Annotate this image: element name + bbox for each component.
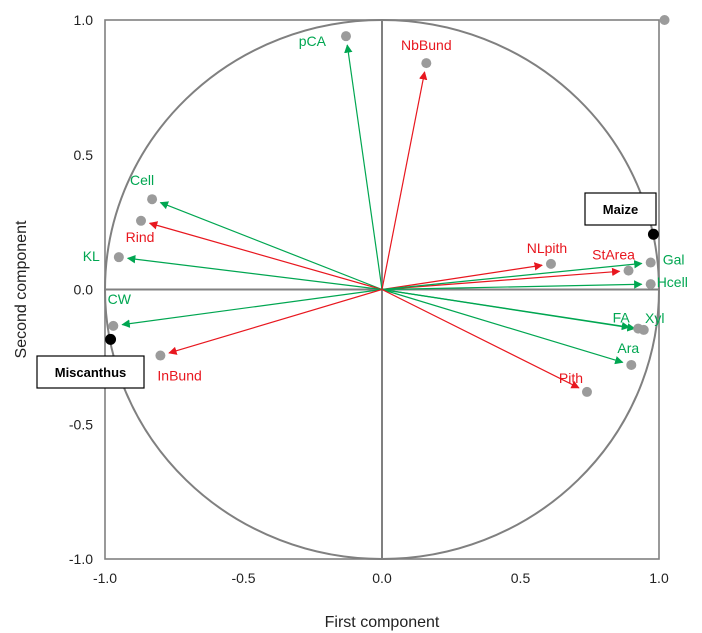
loading-arrow-nlpith: [381, 262, 543, 291]
x-tick-label: 0.5: [511, 570, 531, 586]
loading-point-hcell: [645, 279, 656, 290]
variable-label-pca: pCA: [299, 33, 327, 49]
y-tick-label: -1.0: [69, 551, 93, 567]
loading-point-kl: [113, 252, 124, 263]
loading-point-gal: [645, 257, 656, 268]
loading-arrow-pca: [344, 44, 383, 290]
loading-point-inbund: [155, 350, 166, 361]
x-tick-label: -0.5: [231, 570, 255, 586]
y-tick-label: 1.0: [74, 12, 94, 28]
loading-arrow-cw: [121, 288, 383, 328]
y-tick-label: 0.0: [74, 282, 94, 298]
loading-arrow-kl: [126, 255, 383, 291]
sample-markers: Maize Miscanthus: [36, 192, 659, 389]
x-tick-label: 0.0: [372, 570, 392, 586]
loading-point-pith: [581, 386, 592, 397]
extra-point: [659, 15, 670, 25]
sample-label-box-maize: [584, 192, 657, 226]
loading-arrow-xyl: [381, 288, 636, 332]
loading-point-starea: [623, 265, 634, 276]
variable-labels: pCA NbBund Cell Rind KL CW InBund NLpith StArea G…: [83, 33, 688, 386]
sample-point-maize: [647, 228, 659, 240]
variable-label-ara: Ara: [617, 340, 639, 356]
loading-point-rind: [136, 215, 147, 226]
loading-point-pca: [340, 31, 351, 42]
x-tick-label: 1.0: [649, 570, 669, 586]
variable-label-hcell: Hcell: [657, 274, 688, 290]
y-axis-title: Second component: [13, 220, 30, 358]
loading-point-nlpith: [545, 258, 556, 269]
loading-point-ara: [626, 359, 637, 370]
loading-arrow-nbbund: [381, 71, 428, 290]
loading-arrow-cell: [159, 201, 383, 291]
variable-label-nbbund: NbBund: [401, 37, 452, 53]
y-tick-label: 0.5: [74, 147, 94, 163]
loading-arrow-inbund: [168, 288, 383, 355]
variable-label-nlpith: NLpith: [527, 240, 567, 256]
x-tick-label: -1.0: [93, 570, 117, 586]
sample-label-maize: Maize: [603, 202, 638, 217]
variable-label-cw: CW: [108, 291, 132, 307]
sample-point-miscanthus: [105, 333, 117, 345]
loading-arrow-starea: [381, 267, 621, 291]
loading-point-xyl: [638, 324, 649, 335]
loading-points: [108, 15, 670, 397]
variable-label-pith: Pith: [559, 370, 583, 386]
loading-arrow-ara: [381, 288, 624, 365]
loading-arrow-gal: [381, 260, 643, 291]
x-tick-labels: -1.0 -0.5 0.0 0.5 1.0: [93, 570, 669, 586]
loading-arrow-pith: [381, 288, 580, 389]
variable-label-rind: Rind: [126, 229, 155, 245]
y-tick-labels: -1.0 -0.5 0.0 0.5 1.0: [69, 12, 93, 567]
y-tick-label: -0.5: [69, 416, 93, 432]
variable-label-gal: Gal: [663, 252, 685, 268]
loading-arrow-rind: [148, 221, 383, 291]
sample-label-miscanthus: Miscanthus: [55, 365, 127, 380]
variable-label-fa: FA: [613, 310, 631, 326]
x-axis-title: First component: [325, 614, 440, 631]
loading-arrow-hcell: [381, 280, 643, 291]
variable-label-starea: StArea: [592, 247, 635, 263]
variable-label-cell: Cell: [130, 172, 154, 188]
variable-label-kl: KL: [83, 248, 100, 264]
loading-point-nbbund: [421, 58, 432, 69]
loading-point-cw: [108, 320, 119, 331]
variable-label-inbund: InBund: [157, 368, 201, 384]
variable-label-xyl: Xyl: [645, 310, 664, 326]
loading-point-cell: [147, 194, 158, 205]
loading-arrows: [121, 44, 643, 389]
sample-label-box-miscanthus: [36, 355, 145, 389]
